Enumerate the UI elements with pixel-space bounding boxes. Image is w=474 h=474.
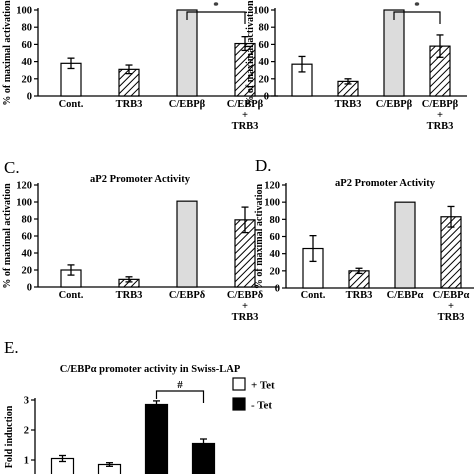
y-axis-label: % of maximal activation	[2, 0, 13, 106]
y-tick-label: 120	[264, 181, 280, 192]
bar	[176, 9, 198, 97]
y-tick-label: 40	[259, 57, 270, 68]
category-label: C/EBPβ + TRB3	[422, 99, 459, 132]
y-tick-label: 1	[24, 456, 29, 467]
y-tick-label: 60	[259, 40, 270, 51]
y-tick-label: 80	[259, 23, 270, 34]
chart-panel-3: C. aP2 Promoter Activity % of maximal acti…	[2, 158, 278, 323]
y-tick-label: 40	[270, 249, 281, 260]
legend-label: + Tet	[251, 380, 275, 392]
category-label: C/EBPβ	[169, 99, 206, 110]
panel-letter: E.	[4, 338, 19, 357]
chart-title: aP2 Promoter Activity	[335, 178, 436, 189]
category-label: TRB3	[116, 99, 143, 110]
y-tick-label: 60	[270, 232, 281, 243]
category-label: Cont.	[59, 290, 84, 301]
y-tick-label: 60	[22, 40, 33, 51]
y-tick-label: 20	[270, 266, 281, 277]
chart-panel-4: D. aP2 Promoter Activity % of maximal acti…	[254, 156, 474, 323]
y-tick-label: 0	[264, 92, 269, 103]
category-label: Cont.	[301, 290, 326, 301]
y-tick-label: 100	[253, 6, 269, 17]
category-label: TRB3	[346, 290, 373, 301]
y-axis-label: % of maximal activation	[254, 183, 265, 289]
bar	[394, 201, 416, 289]
category-label: C/EBPδ + TRB3	[227, 290, 264, 323]
y-tick-label: 80	[22, 23, 33, 34]
bar	[144, 403, 169, 474]
legend-swatch	[232, 377, 246, 391]
bar	[383, 9, 405, 97]
y-axis-label: Fold induction	[4, 405, 15, 468]
y-tick-label: 0	[27, 92, 32, 103]
y-tick-label: 0	[27, 283, 32, 294]
significance-bracket	[155, 390, 205, 403]
category-label: C/EBPδ	[169, 290, 206, 301]
legend-swatch	[232, 397, 246, 411]
bar	[176, 200, 198, 288]
category-label: C/EBPβ	[376, 99, 413, 110]
category-label: TRB3	[116, 290, 143, 301]
y-tick-label: 100	[16, 198, 32, 209]
panel-letter: D.	[255, 156, 272, 175]
y-tick-label: 2	[24, 426, 29, 437]
significance-mark: #	[177, 379, 183, 391]
chart-panel-2: % of maximal activation 0 20 40 60 80 100 TRB3 C…	[245, 0, 467, 132]
y-tick-label: 3	[24, 396, 29, 407]
significance-bracket	[393, 11, 441, 24]
y-tick-label: 20	[22, 266, 33, 277]
significance-bracket	[186, 11, 246, 24]
chart-panel-5: E. C/EBPα promoter activity in Swiss-LAP F…	[4, 338, 275, 474]
y-axis-label: % of maximal activation	[2, 183, 13, 289]
significance-mark: *	[213, 0, 219, 12]
category-label: Cont.	[59, 99, 84, 110]
y-axis-label: % of maximal activation	[245, 0, 256, 106]
y-tick-label: 100	[264, 198, 280, 209]
chart-panel-1: % of maximal activation 0 20 40 60 80 100 Cont.…	[2, 0, 278, 132]
chart-title: aP2 Promoter Activity	[90, 174, 191, 185]
legend-label: - Tet	[251, 400, 272, 412]
chart-title: C/EBPα promoter activity in Swiss-LAP	[60, 364, 241, 375]
y-tick-label: 80	[22, 215, 33, 226]
y-tick-label: 20	[22, 74, 33, 85]
y-tick-label: 100	[16, 6, 32, 17]
y-tick-label: 80	[270, 215, 281, 226]
category-label: C/EBPβ + TRB3	[227, 99, 264, 132]
category-label: C/EBPα + TRB3	[433, 290, 470, 323]
y-tick-label: 120	[16, 181, 32, 192]
significance-mark: *	[414, 0, 420, 12]
y-tick-label: 20	[259, 74, 270, 85]
y-tick-label: 0	[275, 284, 280, 295]
panel-letter: C.	[4, 158, 20, 177]
category-label: TRB3	[335, 99, 362, 110]
y-tick-label: 40	[22, 57, 33, 68]
y-tick-label: 60	[22, 232, 33, 243]
category-label: C/EBPα	[387, 290, 424, 301]
y-tick-label: 40	[22, 249, 33, 260]
